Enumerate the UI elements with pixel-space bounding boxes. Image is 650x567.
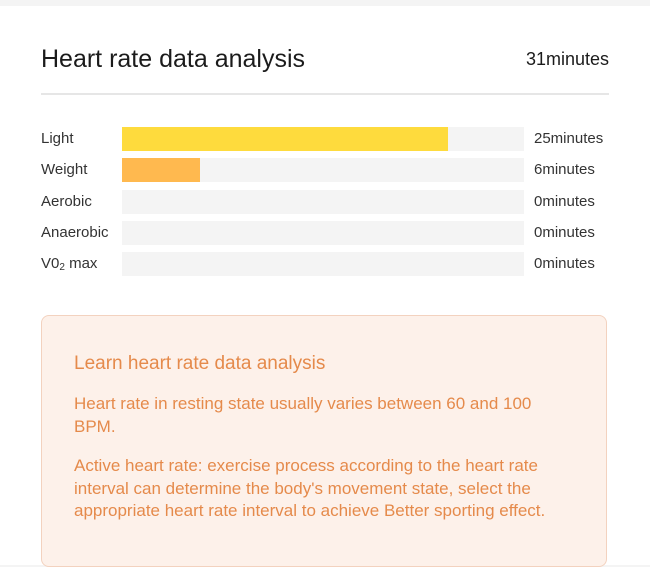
zone-track <box>122 127 524 151</box>
zone-row-anaerobic: Anaerobic 0minutes <box>41 220 621 245</box>
zone-label-tail: max <box>64 255 98 272</box>
zone-bar-weight <box>122 158 201 183</box>
zone-track <box>122 189 524 214</box>
zone-value: 0minutes <box>534 223 595 241</box>
zone-value: 0minutes <box>534 255 595 272</box>
card-header: Heart rate data analysis 31minutes <box>41 39 609 79</box>
zone-bar-light <box>122 127 448 151</box>
zone-label: Light <box>41 130 74 147</box>
zone-track <box>122 158 524 183</box>
zone-label-main: V0 <box>41 255 60 272</box>
info-box: Learn heart rate data analysis Heart rat… <box>41 315 607 567</box>
heart-rate-card: Heart rate data analysis 31minutes Light… <box>0 6 650 567</box>
zone-row-light: Light 25minutes <box>41 127 621 151</box>
page-title: Heart rate data analysis <box>41 45 306 73</box>
zone-row-weight: Weight 6minutes <box>41 158 621 183</box>
zone-label: Anaerobic <box>41 223 109 241</box>
info-paragraph-resting: Heart rate in resting state usually vari… <box>74 394 532 436</box>
zone-value: 0minutes <box>534 192 595 210</box>
zone-value: 25minutes <box>534 130 604 147</box>
total-duration: 31minutes <box>525 49 609 69</box>
info-paragraph-active: Active heart rate: exercise process acco… <box>74 456 546 520</box>
zone-label: Aerobic <box>41 192 92 210</box>
zone-label: V02 max <box>41 252 97 276</box>
zone-track <box>122 220 524 245</box>
zone-label: Weight <box>41 161 88 179</box>
heart-rate-zones: Light 25minutes Weight 6minutes Aerobic … <box>41 127 621 283</box>
zone-value: 6minutes <box>534 161 595 179</box>
zone-track <box>122 252 524 276</box>
zone-row-aerobic: Aerobic 0minutes <box>41 189 621 214</box>
info-title: Learn heart rate data analysis <box>74 353 326 374</box>
zone-row-vo2max: V02 max 0minutes <box>41 252 621 276</box>
zone-label-subscript: 2 <box>59 262 65 273</box>
divider <box>41 93 609 95</box>
